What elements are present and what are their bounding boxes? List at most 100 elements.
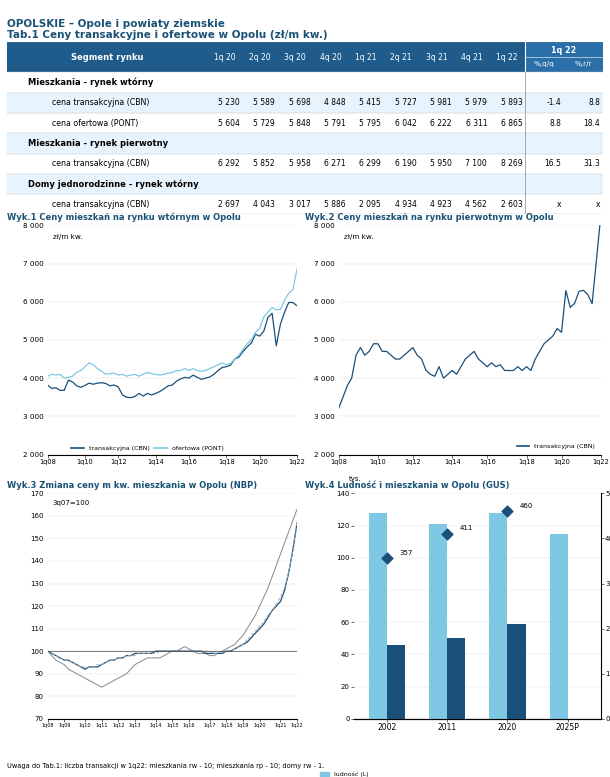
Text: 2 697: 2 697: [218, 200, 240, 209]
Legend: transakcyjna (CBN): transakcyjna (CBN): [514, 441, 598, 451]
Text: x: x: [596, 200, 600, 209]
Text: Domy jednorodzinne - rynek wtórny: Domy jednorodzinne - rynek wtórny: [28, 179, 199, 189]
Text: 2 603: 2 603: [501, 200, 523, 209]
Text: 4 934: 4 934: [395, 200, 417, 209]
Text: 6 042: 6 042: [395, 119, 417, 127]
Text: 4 923: 4 923: [430, 200, 452, 209]
Text: 16.5: 16.5: [545, 159, 561, 168]
Text: 5 852: 5 852: [254, 159, 275, 168]
Text: 6 311: 6 311: [465, 119, 487, 127]
Text: -1.4: -1.4: [547, 99, 561, 107]
Text: 2q 21: 2q 21: [390, 53, 412, 61]
Text: 8.8: 8.8: [589, 99, 600, 107]
Bar: [489, 513, 508, 719]
Text: 5 589: 5 589: [253, 99, 275, 107]
Text: 3q 20: 3q 20: [284, 53, 306, 61]
Text: 5 848: 5 848: [289, 119, 310, 127]
Text: Wyk.2 Ceny mieszkań na rynku pierwotnym w Opolu: Wyk.2 Ceny mieszkań na rynku pierwotnym …: [305, 213, 554, 222]
Text: 1q 22: 1q 22: [551, 46, 576, 55]
Text: 6 271: 6 271: [324, 159, 346, 168]
Bar: [525, 42, 603, 72]
Text: cena transakcyjna (CBN): cena transakcyjna (CBN): [52, 99, 149, 107]
Bar: [7, 92, 603, 113]
Text: 5 604: 5 604: [218, 119, 240, 127]
Text: 357: 357: [399, 549, 412, 556]
Text: 4 043: 4 043: [253, 200, 275, 209]
Text: 5 791: 5 791: [324, 119, 346, 127]
Text: 5 727: 5 727: [395, 99, 417, 107]
Text: 3q07=100: 3q07=100: [52, 500, 90, 506]
Bar: [508, 624, 526, 719]
Text: 5 698: 5 698: [289, 99, 310, 107]
Text: 3q 21: 3q 21: [426, 53, 447, 61]
Text: 5 981: 5 981: [430, 99, 452, 107]
Text: 6 299: 6 299: [359, 159, 381, 168]
Bar: [7, 154, 603, 174]
Bar: [387, 645, 405, 719]
Text: 1q 22: 1q 22: [497, 53, 518, 61]
Text: 4q 20: 4q 20: [320, 53, 342, 61]
Legend: ludność (L), mieszkania (L), liczba mieszkań na 1000 osób (P): ludność (L), mieszkania (L), liczba mies…: [320, 772, 439, 777]
Text: 6 190: 6 190: [395, 159, 417, 168]
Bar: [7, 134, 603, 154]
Text: Wyk.3 Zmiana ceny m kw. mieszkania w Opolu (NBP): Wyk.3 Zmiana ceny m kw. mieszkania w Opo…: [7, 481, 257, 490]
Text: 5 415: 5 415: [359, 99, 381, 107]
Text: 18.4: 18.4: [584, 119, 600, 127]
Text: 8 269: 8 269: [501, 159, 523, 168]
Bar: [7, 194, 603, 214]
Text: Tab.1 Ceny transakcyjne i ofertowe w Opolu (zł/m kw.): Tab.1 Ceny transakcyjne i ofertowe w Opo…: [7, 30, 328, 40]
Bar: [7, 42, 603, 72]
Bar: [369, 513, 387, 719]
Text: 5 795: 5 795: [359, 119, 381, 127]
Text: 5 950: 5 950: [430, 159, 452, 168]
Text: Wyk.4 Ludność i mieszkania w Opolu (GUS): Wyk.4 Ludność i mieszkania w Opolu (GUS): [305, 481, 509, 490]
Text: 5 729: 5 729: [253, 119, 275, 127]
Text: tys.: tys.: [349, 476, 362, 482]
Text: 411: 411: [459, 525, 473, 531]
Text: 4 848: 4 848: [324, 99, 346, 107]
Text: 2 095: 2 095: [359, 200, 381, 209]
Text: 7 100: 7 100: [465, 159, 487, 168]
Text: 6 865: 6 865: [501, 119, 523, 127]
Point: [442, 528, 452, 540]
Text: 5 958: 5 958: [289, 159, 310, 168]
Bar: [7, 174, 603, 194]
Text: 5 886: 5 886: [324, 200, 346, 209]
Text: Wyk.1 Ceny mieszkań na rynku wtórnym w Opolu: Wyk.1 Ceny mieszkań na rynku wtórnym w O…: [7, 213, 241, 222]
Text: %,q/q: %,q/q: [534, 61, 554, 67]
Bar: [7, 72, 603, 92]
Text: OPOLSKIE – Opole i powiaty ziemskie: OPOLSKIE – Opole i powiaty ziemskie: [7, 19, 225, 29]
Point: [382, 552, 392, 564]
Text: zł/m kw.: zł/m kw.: [344, 235, 373, 241]
Text: 5 979: 5 979: [465, 99, 487, 107]
Bar: [550, 534, 568, 719]
Text: 3 017: 3 017: [289, 200, 310, 209]
Text: Uwaga do Tab.1: liczba transakcji w 1q22: mieszkania rw - 10; mieszkania rp - 10: Uwaga do Tab.1: liczba transakcji w 1q22…: [7, 763, 325, 769]
Text: 460: 460: [520, 503, 533, 509]
Text: 1q 20: 1q 20: [214, 53, 235, 61]
Text: 31.3: 31.3: [583, 159, 600, 168]
Text: 4q 21: 4q 21: [461, 53, 483, 61]
Bar: [447, 638, 465, 719]
Text: 4 562: 4 562: [465, 200, 487, 209]
Legend: transakcyjna (CBN), ofertowa (PONT): transakcyjna (CBN), ofertowa (PONT): [68, 444, 226, 454]
Text: cena transakcyjna (CBN): cena transakcyjna (CBN): [52, 159, 149, 168]
Text: zł/m kw.: zł/m kw.: [52, 235, 82, 241]
Text: cena ofertowa (PONT): cena ofertowa (PONT): [52, 119, 138, 127]
Text: 5 230: 5 230: [218, 99, 240, 107]
Text: 5 893: 5 893: [501, 99, 523, 107]
Bar: [7, 113, 603, 134]
Point: [503, 505, 512, 517]
Text: Mieszkania - rynek pierwotny: Mieszkania - rynek pierwotny: [28, 139, 168, 148]
Text: 1q 21: 1q 21: [355, 53, 376, 61]
Text: %,r/r: %,r/r: [575, 61, 592, 67]
Bar: [429, 524, 447, 719]
Text: 6 292: 6 292: [218, 159, 240, 168]
Text: 8.8: 8.8: [550, 119, 561, 127]
Text: x: x: [557, 200, 561, 209]
Text: 2q 20: 2q 20: [249, 53, 271, 61]
Text: cena transakcyjna (CBN): cena transakcyjna (CBN): [52, 200, 149, 209]
Text: 6 222: 6 222: [430, 119, 452, 127]
Text: Segment rynku: Segment rynku: [71, 53, 143, 61]
Text: Mieszkania - rynek wtórny: Mieszkania - rynek wtórny: [28, 78, 153, 87]
